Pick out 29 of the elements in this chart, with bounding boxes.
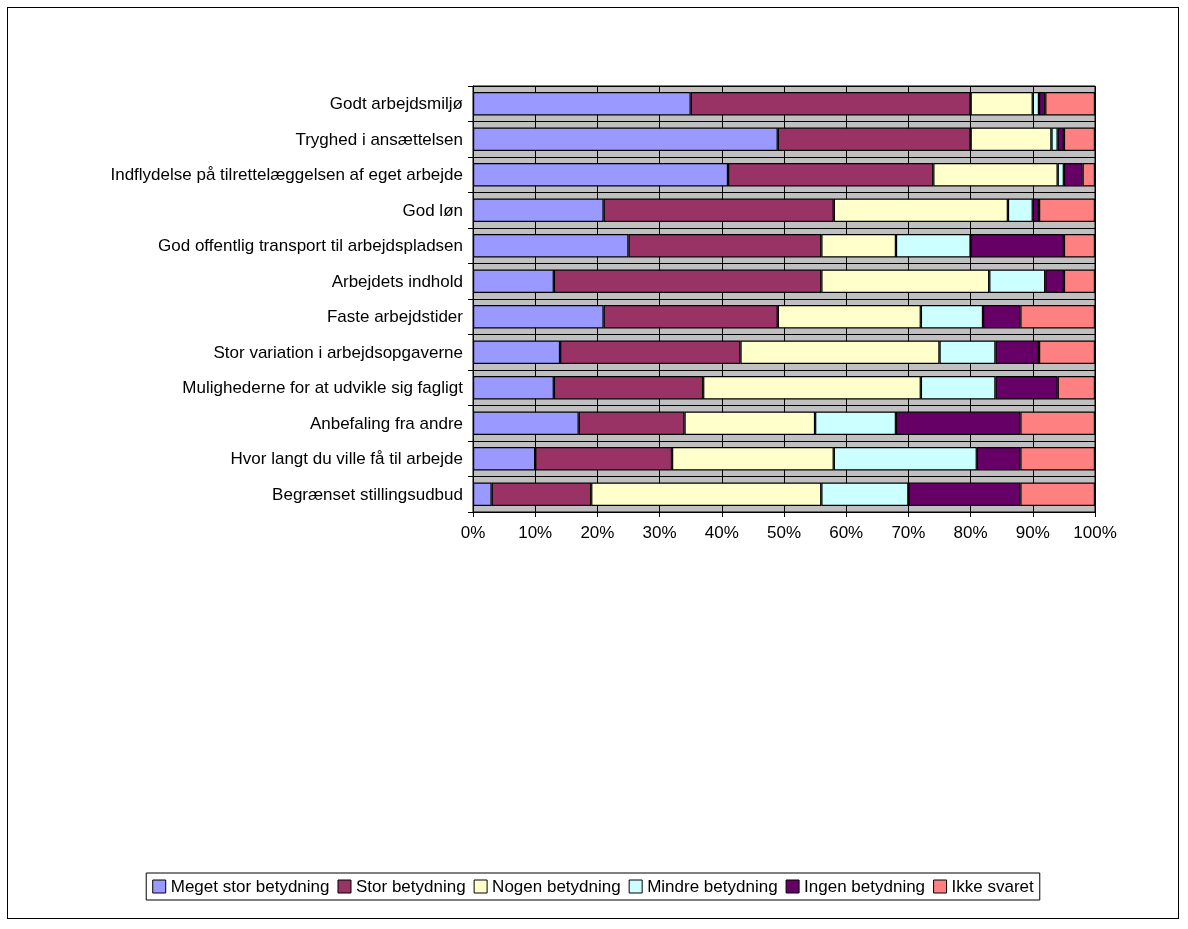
legend-label: Meget stor betydning [170, 877, 330, 896]
x-tick-label: 50% [766, 523, 802, 542]
x-tick-label: 90% [1015, 523, 1050, 542]
y-tick-label: Stor variation i arbejdsopgaverne [213, 342, 463, 362]
y-tick-label: Faste arbejdstider [326, 307, 464, 327]
x-tick-label: 20% [580, 523, 615, 542]
x-tick-label: 10% [518, 523, 553, 542]
y-tick-label: Anbefaling fra andre [309, 413, 463, 433]
y-tick-label: Indflydelse på tilrettelæggelsen af eget arbejde [110, 165, 463, 185]
y-tick-label: God offentlig transport til arbejdspladsen [158, 236, 463, 256]
x-tick-label: 70% [891, 523, 926, 542]
y-tick-label: Begrænset stillingsudbud [272, 484, 463, 504]
x-tick-label: 100% [1073, 523, 1117, 542]
y-tick-label: Hvor langt du ville få til arbejde [230, 449, 463, 469]
x-tick-label: 40% [704, 523, 739, 542]
y-tick-label: Tryghed i ansættelsen [295, 129, 463, 149]
y-tick-label: Mulighederne for at udvikle sig fagligt [182, 378, 464, 398]
legend-label: Nogen betydning [492, 877, 621, 896]
legend-label: Ikke svaret [951, 877, 1035, 896]
legend-label: Mindre betydning [647, 877, 778, 896]
y-tick-label: Godt arbejdsmiljø [329, 94, 463, 114]
y-tick-label: God løn [402, 200, 463, 220]
x-tick-label: 60% [829, 523, 864, 542]
x-tick-label: 0% [460, 523, 486, 542]
y-tick-label: Arbejdets indhold [331, 271, 463, 291]
legend-label: Stor betydning [355, 877, 466, 896]
legend-label: Ingen betydning [804, 877, 926, 896]
x-tick-label: 80% [953, 523, 988, 542]
x-tick-label: 30% [642, 523, 677, 542]
